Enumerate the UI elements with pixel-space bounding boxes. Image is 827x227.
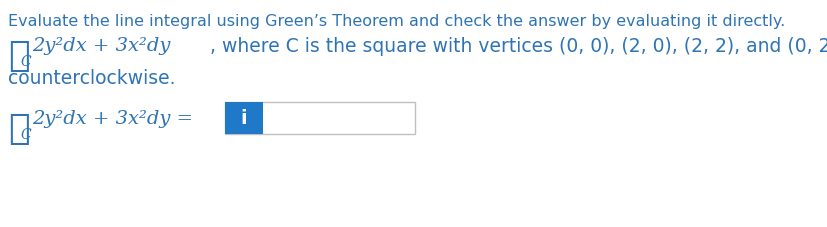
Text: C: C	[20, 55, 31, 69]
Text: Evaluate the line integral using Green’s Theorem and check the answer by evaluat: Evaluate the line integral using Green’s…	[8, 14, 784, 29]
FancyBboxPatch shape	[225, 102, 263, 134]
Text: C: C	[20, 128, 31, 142]
Text: counterclockwise.: counterclockwise.	[8, 69, 175, 88]
Text: , where C is the square with vertices (0, 0), (2, 0), (2, 2), and (0, 2) oriente: , where C is the square with vertices (0…	[210, 37, 827, 56]
Text: ∮: ∮	[8, 39, 30, 73]
Text: i: i	[241, 109, 247, 128]
Text: ∮: ∮	[8, 112, 30, 146]
Text: 2y²dx + 3x²dy =: 2y²dx + 3x²dy =	[32, 110, 193, 128]
Text: 2y²dx + 3x²dy: 2y²dx + 3x²dy	[32, 37, 170, 55]
